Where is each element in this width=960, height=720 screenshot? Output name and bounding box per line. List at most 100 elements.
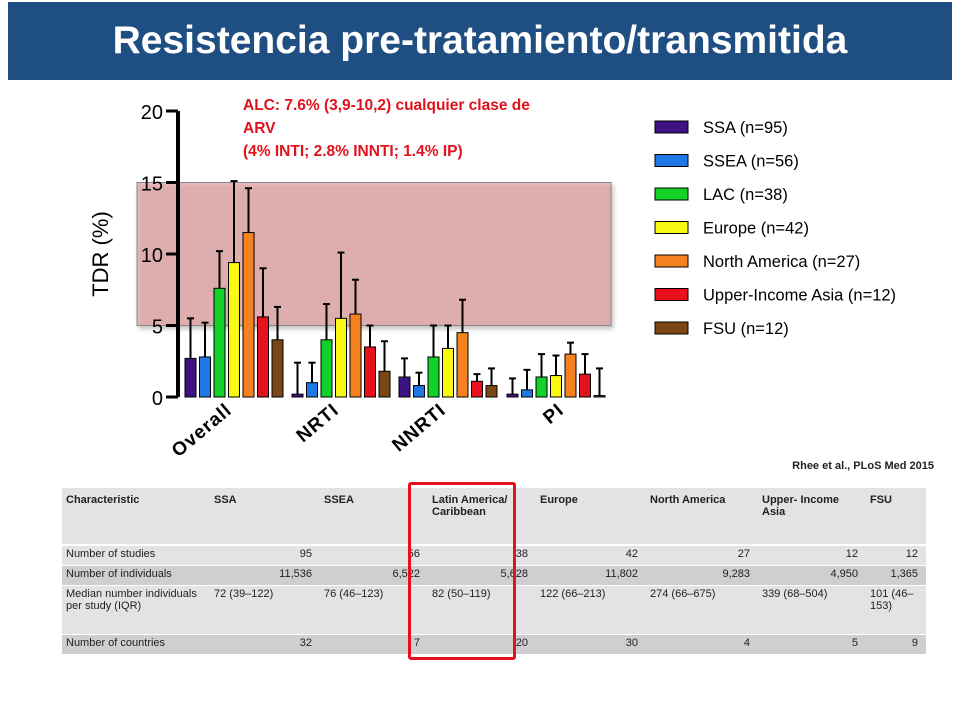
bar [398, 376, 411, 398]
bar [320, 339, 333, 398]
bar [456, 332, 469, 398]
y-tick-label: 20 [141, 102, 163, 124]
annotation-line-3: (4% INTI; 2.8% INNTI; 1.4% IP) [243, 143, 463, 160]
table-cell: 12 [758, 545, 866, 566]
bar [349, 313, 362, 398]
legend-label: SSEA (n=56) [703, 153, 799, 171]
annotation-line-1: ALC: 7.6% (3,9-10,2) cualquier clase de [243, 97, 530, 114]
table-cell: Number of studies [62, 545, 210, 566]
citation: Rhee et al., PLoS Med 2015 [792, 460, 934, 472]
table-header-row: Characteristic SSA SSEA Latin America/ C… [62, 488, 926, 546]
bar [364, 346, 376, 398]
table-cell: 9,283 [646, 565, 758, 586]
bar [550, 375, 562, 398]
slide-title: Resistencia pre-tratamiento/transmitida [112, 19, 848, 62]
y-tick-label: 10 [141, 245, 163, 267]
table-cell: 20 [428, 634, 536, 655]
table-header: North America [646, 488, 758, 546]
bar [213, 287, 226, 398]
bar [521, 389, 533, 398]
y-tick-label: 15 [141, 174, 163, 196]
bar [579, 373, 591, 398]
legend-swatch [654, 254, 689, 268]
bar [306, 382, 318, 398]
table-row: Number of countries 32 7 20 30 4 5 9 [62, 634, 926, 655]
table-cell: 339 (68–504) [758, 585, 866, 635]
bar [271, 339, 284, 398]
legend-label: FSU (n=12) [703, 320, 789, 338]
table-cell: 122 (66–213) [536, 585, 646, 635]
bar [378, 370, 391, 398]
table-cell: 274 (66–675) [646, 585, 758, 635]
table-cell: 42 [536, 545, 646, 566]
annotation: ALC: 7.6% (3,9-10,2) cualquier clase de … [243, 94, 643, 163]
bar [564, 353, 577, 398]
bar [427, 356, 440, 398]
x-tick-label: Overall [168, 400, 236, 462]
table-cell: 6,522 [320, 565, 428, 586]
table-cell: 95 [210, 545, 320, 566]
bar [199, 356, 211, 398]
legend-label: SSA (n=95) [703, 119, 788, 137]
bar [184, 357, 197, 398]
y-axis-label: TDR (%) [88, 211, 113, 297]
table-row: Number of individuals 11,536 6,522 5,628… [62, 565, 926, 586]
table-header: SSA [210, 488, 320, 546]
y-tick-label: 5 [152, 317, 163, 339]
bar [471, 380, 483, 398]
table-cell: 72 (39–122) [210, 585, 320, 635]
legend-swatch [654, 288, 689, 301]
bar [506, 393, 519, 398]
table-header: Latin America/ Caribbean [428, 488, 536, 546]
table-cell: Number of countries [62, 634, 210, 655]
highlight-band [136, 182, 612, 326]
table-cell: 4,950 [758, 565, 866, 586]
table-header: Upper- Income Asia [758, 488, 866, 546]
legend-swatch [654, 321, 689, 335]
table-cell: 9 [866, 634, 926, 655]
bar [593, 395, 606, 398]
table-cell: Number of individuals [62, 565, 210, 586]
bar [242, 232, 255, 398]
legend-label: North America (n=27) [703, 253, 860, 271]
legend-label: Upper-Income Asia (n=12) [703, 287, 896, 305]
table-header: Europe [536, 488, 646, 546]
x-tick-label: PI [539, 400, 568, 429]
y-tick-label: 0 [152, 388, 163, 410]
legend-label: Europe (n=42) [703, 220, 809, 238]
table-cell: 11,802 [536, 565, 646, 586]
lac-column-highlight [408, 482, 516, 660]
table-row: Median number individuals per study (IQR… [62, 585, 926, 635]
bar-chart: 0 5 10 15 20 TDR (%) Overall NRTI NNRTI PI SSA (n=… [88, 102, 896, 462]
table-cell: 11,536 [210, 565, 320, 586]
title-bar: Resistencia pre-tratamiento/transmitida [8, 2, 952, 80]
table-cell: 5 [758, 634, 866, 655]
bar [257, 316, 269, 398]
bar [291, 393, 304, 398]
table-cell: 56 [320, 545, 428, 566]
annotation-line-2: ARV [243, 120, 276, 137]
characteristics-table: Characteristic SSA SSEA Latin America/ C… [62, 488, 926, 655]
x-tick-label: NRTI [293, 400, 344, 447]
table-cell: Median number individuals per study (IQR… [62, 585, 210, 635]
bar [413, 385, 425, 398]
table-cell: 5,628 [428, 565, 536, 586]
table-cell: 38 [428, 545, 536, 566]
legend-swatch [654, 154, 689, 167]
legend-swatch [654, 120, 689, 134]
table-cell: 30 [536, 634, 646, 655]
table-header: Characteristic [62, 488, 210, 546]
legend-swatch [654, 221, 689, 234]
legend-swatch [654, 187, 689, 201]
table-header: FSU [866, 488, 926, 546]
bar [485, 385, 498, 398]
table-row: Number of studies 95 56 38 42 27 12 12 [62, 545, 926, 566]
table-cell: 1,365 [866, 565, 926, 586]
x-tick-label: NNRTI [388, 400, 450, 457]
table-cell: 27 [646, 545, 758, 566]
table-cell: 4 [646, 634, 758, 655]
bar [335, 317, 347, 398]
bar [442, 347, 454, 398]
table-cell: 12 [866, 545, 926, 566]
bar [228, 262, 240, 398]
